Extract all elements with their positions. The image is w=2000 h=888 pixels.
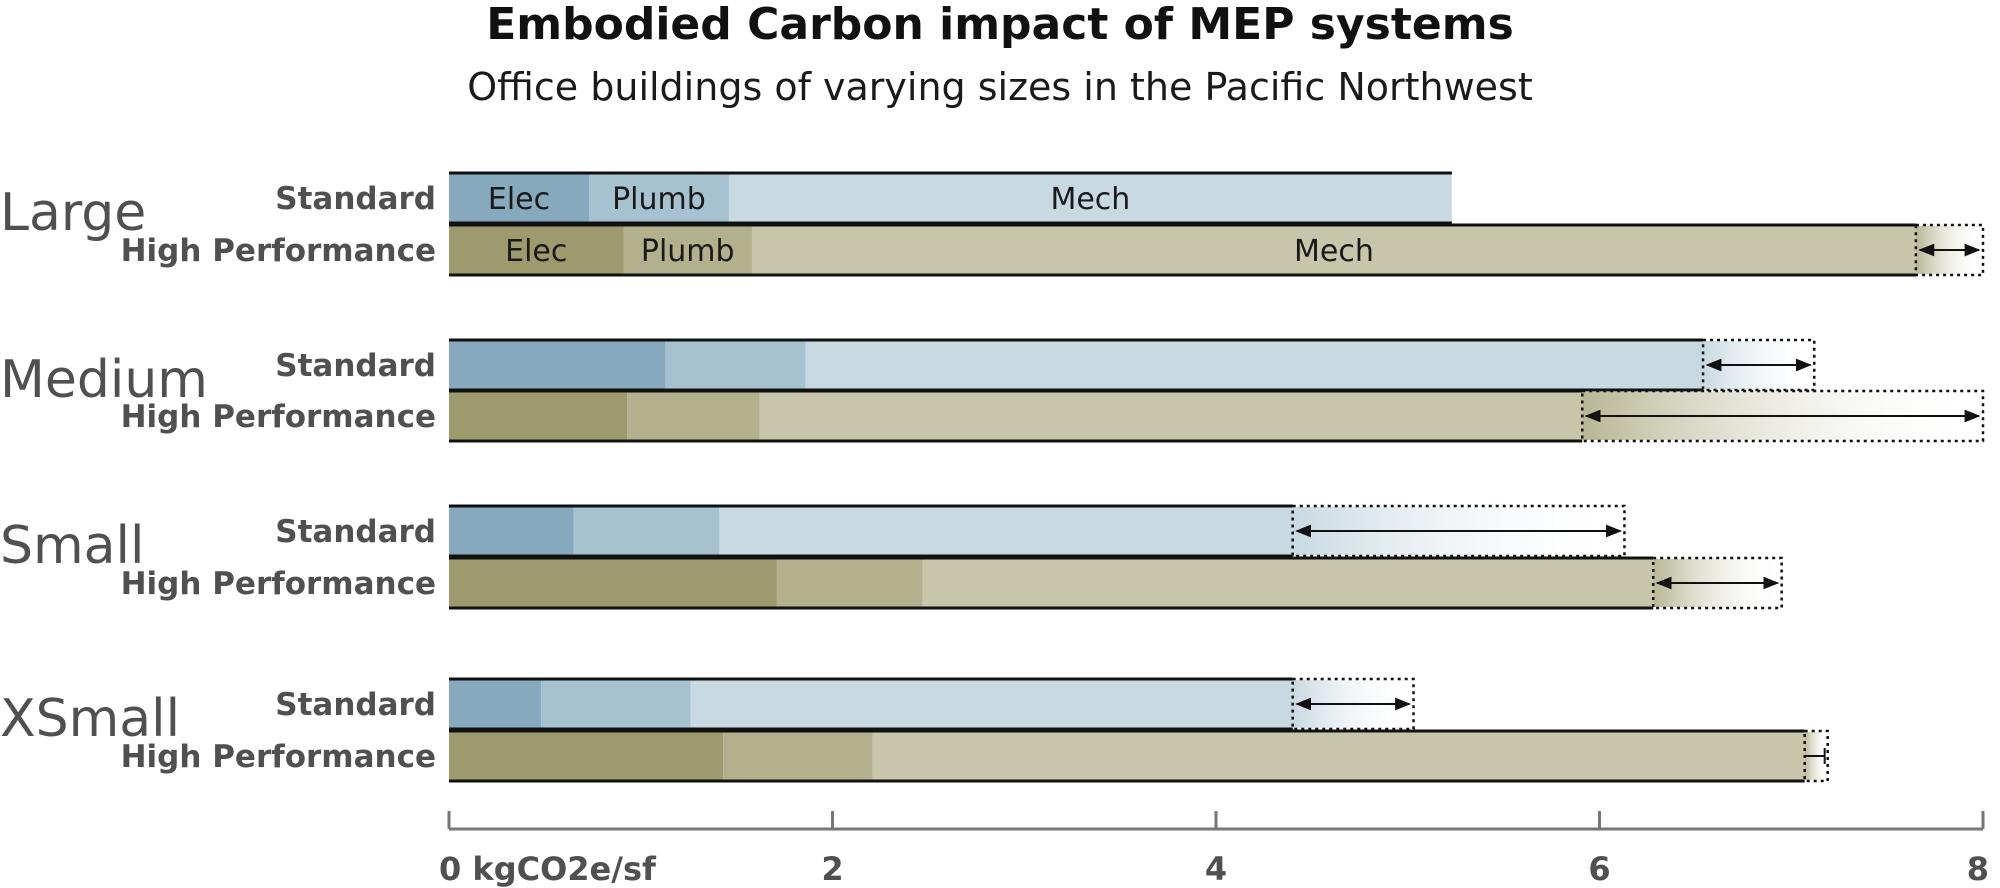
group-label: Medium xyxy=(0,350,208,410)
bars-layer: Large Standard Elec Plumb Mech High Performan… xyxy=(0,171,1985,783)
bar-segment-mech xyxy=(872,731,1805,781)
bar-segment-plumb xyxy=(665,340,806,390)
bar-segment-elec xyxy=(449,391,628,441)
x-tick-label: 2 xyxy=(821,850,843,888)
segment-label: Mech xyxy=(1294,234,1374,269)
row-label: High Performance xyxy=(121,233,436,269)
chart-subtitle: Office buildings of varying sizes in the… xyxy=(467,65,1533,109)
bar-segment-mech xyxy=(690,679,1293,729)
range-box-outline xyxy=(1914,223,1985,277)
group-label: Small xyxy=(0,516,144,576)
range-box-outline xyxy=(1291,504,1626,558)
row-label: High Performance xyxy=(121,566,436,602)
row-label: Standard xyxy=(275,687,436,723)
x-tick-label: 8 xyxy=(1967,850,1989,888)
group-label: Large xyxy=(0,183,146,243)
x-tick-label: 0 kgCO2e/sf xyxy=(439,850,657,888)
row-label: Standard xyxy=(275,348,436,384)
group-large: Large Standard Elec Plumb Mech High Performan… xyxy=(0,171,1985,277)
range-box-outline xyxy=(1651,556,1783,610)
bar-segment-elec xyxy=(449,679,542,729)
x-axis: 0 kgCO2e/sf 2 4 6 8 xyxy=(439,811,1989,888)
range-box-outline xyxy=(1291,677,1415,731)
row-label: High Performance xyxy=(121,739,436,775)
bar-segment-plumb xyxy=(776,558,923,608)
group-xsmall: XSmall Standard High Performance xyxy=(0,677,1829,783)
bar-segment-mech xyxy=(719,506,1293,556)
bar-segment-mech xyxy=(751,225,1916,275)
x-tick-label: 4 xyxy=(1205,850,1227,888)
x-tick-label: 6 xyxy=(1588,850,1610,888)
chart-title: Embodied Carbon impact of MEP systems xyxy=(486,0,1514,50)
bar-segment-elec xyxy=(449,340,666,390)
bar-segment-plumb xyxy=(623,225,752,275)
bar-segment-elec xyxy=(449,558,777,608)
bar-segment-plumb xyxy=(627,391,760,441)
segment-label: Mech xyxy=(1050,182,1130,217)
group-small: Small Standard High Performance xyxy=(0,504,1783,610)
bar-segment-elec xyxy=(449,173,589,223)
bar-segment-mech xyxy=(728,173,1452,223)
row-label: Standard xyxy=(275,514,436,550)
segment-label: Plumb xyxy=(612,182,706,217)
bar-segment-plumb xyxy=(723,731,873,781)
range-box-outline xyxy=(1580,389,1985,443)
segment-label: Plumb xyxy=(641,234,735,269)
row-label: Standard xyxy=(275,181,436,217)
bar-segment-mech xyxy=(759,391,1583,441)
group-label: XSmall xyxy=(0,689,180,749)
row-label: High Performance xyxy=(121,399,436,435)
bar-segment-mech xyxy=(805,340,1704,390)
bar-segment-elec xyxy=(449,225,624,275)
bar-segment-elec xyxy=(449,506,574,556)
bar-segment-plumb xyxy=(541,679,691,729)
bar-segment-mech xyxy=(922,558,1654,608)
segment-label: Elec xyxy=(488,182,550,217)
bar-segment-plumb xyxy=(573,506,720,556)
group-medium: Medium Standard High Performance xyxy=(0,338,1985,443)
segment-label: Elec xyxy=(505,234,567,269)
bar-segment-elec xyxy=(449,731,724,781)
bar-segment-plumb xyxy=(588,173,729,223)
